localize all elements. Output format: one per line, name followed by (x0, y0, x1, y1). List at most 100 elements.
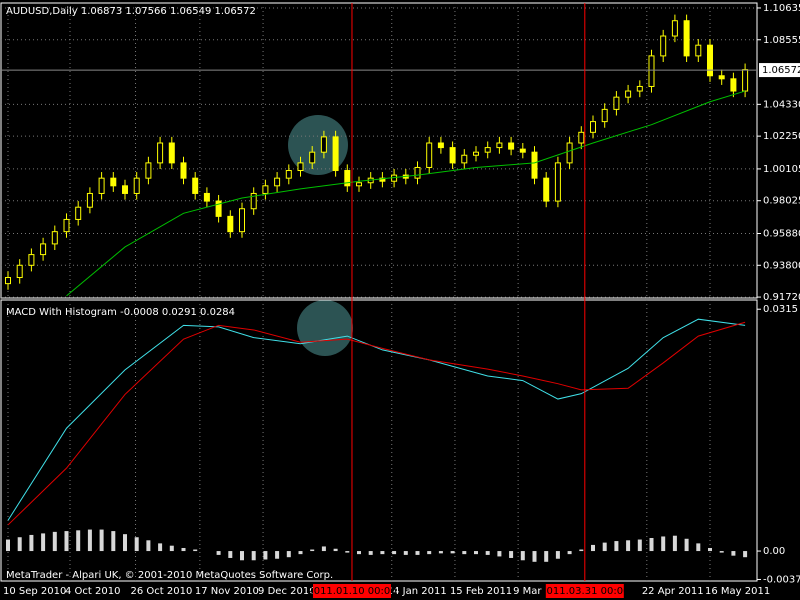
candle-body (5, 277, 11, 285)
candle-body (309, 151, 316, 164)
candle-body (203, 192, 210, 202)
histogram-bar (193, 549, 198, 552)
candle-body (449, 147, 456, 164)
candle-body (648, 55, 655, 87)
histogram-bar (321, 546, 326, 552)
vertical-line-label-box (545, 584, 624, 598)
candle-body (437, 142, 444, 149)
histogram-bar (52, 531, 57, 552)
histogram-bar (591, 544, 595, 552)
y-tick-label: 0.0315 (763, 304, 798, 315)
candle-body (215, 200, 222, 217)
x-tick-label: 22 Apr 2011 (642, 586, 704, 597)
histogram-bar (99, 529, 104, 552)
histogram-bar (567, 551, 572, 555)
candle-body (75, 206, 82, 220)
histogram-bar (555, 551, 560, 559)
histogram-bar (123, 534, 127, 552)
histogram-bar (169, 545, 174, 552)
candle-body (122, 185, 128, 194)
macd-panel-frame (0, 299, 758, 582)
candle-body (320, 136, 327, 153)
candle-body (519, 148, 526, 153)
histogram-bar (228, 551, 233, 558)
histogram-bar (544, 551, 549, 562)
candle-body (157, 142, 164, 164)
histogram-bar (462, 551, 467, 555)
candle-body (250, 192, 257, 210)
candle-body (133, 177, 140, 194)
histogram-bar (497, 551, 502, 557)
y-tick-label: 1.10635 (763, 3, 800, 14)
footer: MetaTrader - Alpari UK, © 2001-2010 Meta… (6, 570, 333, 581)
candle-body (636, 85, 643, 92)
histogram-bar (602, 542, 607, 552)
candle-body (671, 20, 678, 37)
last-price-label: 1.06572 (762, 65, 800, 76)
histogram-bar (41, 533, 46, 552)
candle-body (145, 162, 152, 179)
histogram-bar (87, 529, 92, 552)
candle-body (695, 44, 702, 57)
histogram-bar (743, 551, 748, 558)
histogram-bar (134, 537, 139, 552)
candle-body (496, 142, 503, 149)
histogram-bar (637, 539, 642, 552)
histogram-bar (263, 551, 268, 560)
histogram-bar (438, 551, 443, 554)
candle-body (98, 177, 105, 194)
candle-body (168, 142, 175, 164)
x-tick-label: 16 May 2011 (705, 586, 770, 597)
histogram-bar (17, 537, 22, 552)
histogram-bar (392, 551, 397, 555)
histogram-bar (731, 551, 736, 556)
candle-body (285, 170, 292, 179)
price-panel-frame (0, 2, 758, 299)
histogram-bar (474, 551, 478, 555)
last-price-box (759, 63, 800, 78)
candle-body (508, 142, 515, 150)
histogram-bar (181, 547, 186, 552)
highlight-circle (297, 300, 353, 356)
histogram-bar (380, 551, 385, 555)
candle-body (730, 78, 737, 92)
histogram-bar (216, 551, 221, 555)
histogram-bar (450, 551, 455, 554)
histogram-bar (275, 551, 280, 559)
candle-body (613, 96, 620, 110)
candle-body (601, 108, 608, 123)
candle-body (531, 151, 538, 179)
candle-body (414, 166, 421, 179)
histogram-bar (509, 551, 514, 558)
candle-body (86, 192, 93, 208)
candle-body (426, 142, 433, 168)
histogram-bar (357, 551, 361, 555)
candle-body (192, 177, 199, 194)
histogram-bar (579, 549, 584, 552)
x-tick-label: 10 Sep 2010 (3, 586, 66, 597)
x-tick-label: 26 Oct 2010 (131, 586, 193, 597)
vertical-line-label: 2011.03.31 00:00 (540, 586, 629, 597)
candle-body (718, 75, 725, 80)
histogram-bar (520, 551, 525, 561)
y-tick-label: 0.98025 (763, 196, 800, 207)
moving-average (66, 90, 746, 297)
y-tick-label: 1.00105 (763, 164, 800, 175)
histogram-bar (684, 538, 689, 552)
histogram-bar (6, 539, 10, 552)
histogram-bar (29, 534, 34, 552)
y-tick-label: 0.00 (763, 546, 785, 557)
candle-body (660, 35, 667, 57)
histogram-bar (251, 551, 256, 561)
x-tick-label: 15 Feb 2011 (450, 586, 512, 597)
x-tick-label: 17 Nov 2010 (195, 586, 259, 597)
histogram-bar (614, 541, 619, 552)
histogram-bar (158, 543, 163, 552)
candle-body (566, 142, 573, 164)
candle-body (297, 162, 304, 172)
candle-body (63, 218, 70, 233)
histogram-bar (310, 549, 315, 552)
histogram-bar (649, 538, 654, 552)
